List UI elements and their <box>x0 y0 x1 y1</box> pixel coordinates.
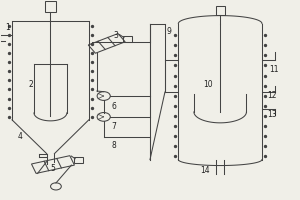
Text: 8: 8 <box>112 141 116 150</box>
Text: 3: 3 <box>113 31 118 40</box>
Text: 2: 2 <box>28 80 33 89</box>
Text: 4: 4 <box>18 132 22 141</box>
Text: 7: 7 <box>112 122 117 131</box>
Text: 6: 6 <box>112 102 117 111</box>
Text: 13: 13 <box>268 110 277 119</box>
Text: 1: 1 <box>5 23 10 32</box>
Text: 9: 9 <box>167 27 172 36</box>
Text: 11: 11 <box>269 65 279 74</box>
Text: 5: 5 <box>50 164 56 173</box>
Text: 12: 12 <box>268 91 277 100</box>
Text: 14: 14 <box>200 166 210 175</box>
Text: 10: 10 <box>203 80 213 89</box>
